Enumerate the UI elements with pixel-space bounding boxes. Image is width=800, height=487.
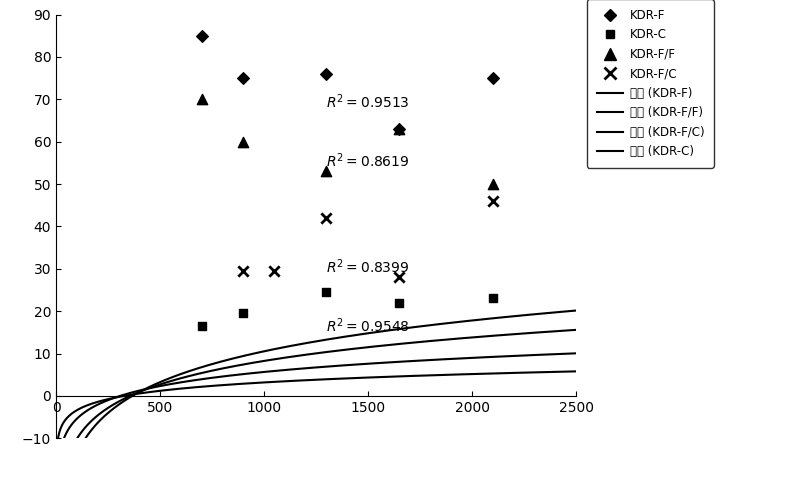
Text: $R^2 = 0.9513$: $R^2 = 0.9513$ bbox=[326, 92, 410, 111]
Point bbox=[237, 309, 250, 317]
Point bbox=[268, 267, 281, 275]
Point bbox=[320, 168, 333, 175]
Point bbox=[486, 74, 499, 82]
Point bbox=[393, 125, 406, 133]
Point bbox=[195, 95, 208, 103]
Point bbox=[320, 288, 333, 296]
Point bbox=[195, 322, 208, 330]
Text: $R^2 = 0.8619$: $R^2 = 0.8619$ bbox=[326, 151, 410, 170]
Text: $R^2 = 0.9548$: $R^2 = 0.9548$ bbox=[326, 317, 410, 336]
Point bbox=[486, 197, 499, 205]
Point bbox=[393, 299, 406, 307]
Point bbox=[320, 214, 333, 222]
Point bbox=[393, 273, 406, 281]
Point bbox=[320, 70, 333, 78]
Point bbox=[237, 138, 250, 146]
Point bbox=[486, 180, 499, 188]
Point bbox=[237, 267, 250, 275]
Text: $R^2 = 0.8399$: $R^2 = 0.8399$ bbox=[326, 258, 410, 276]
Point bbox=[237, 74, 250, 82]
Legend: KDR-F, KDR-C, KDR-F/F, KDR-F/C, 对数 (KDR-F), 对数 (KDR-F/F), 对数 (KDR-F/C), 对数 (KDR-: KDR-F, KDR-C, KDR-F/F, KDR-F/C, 对数 (KDR-… bbox=[587, 0, 714, 168]
Point bbox=[195, 32, 208, 39]
Point bbox=[486, 295, 499, 302]
Point bbox=[393, 125, 406, 133]
